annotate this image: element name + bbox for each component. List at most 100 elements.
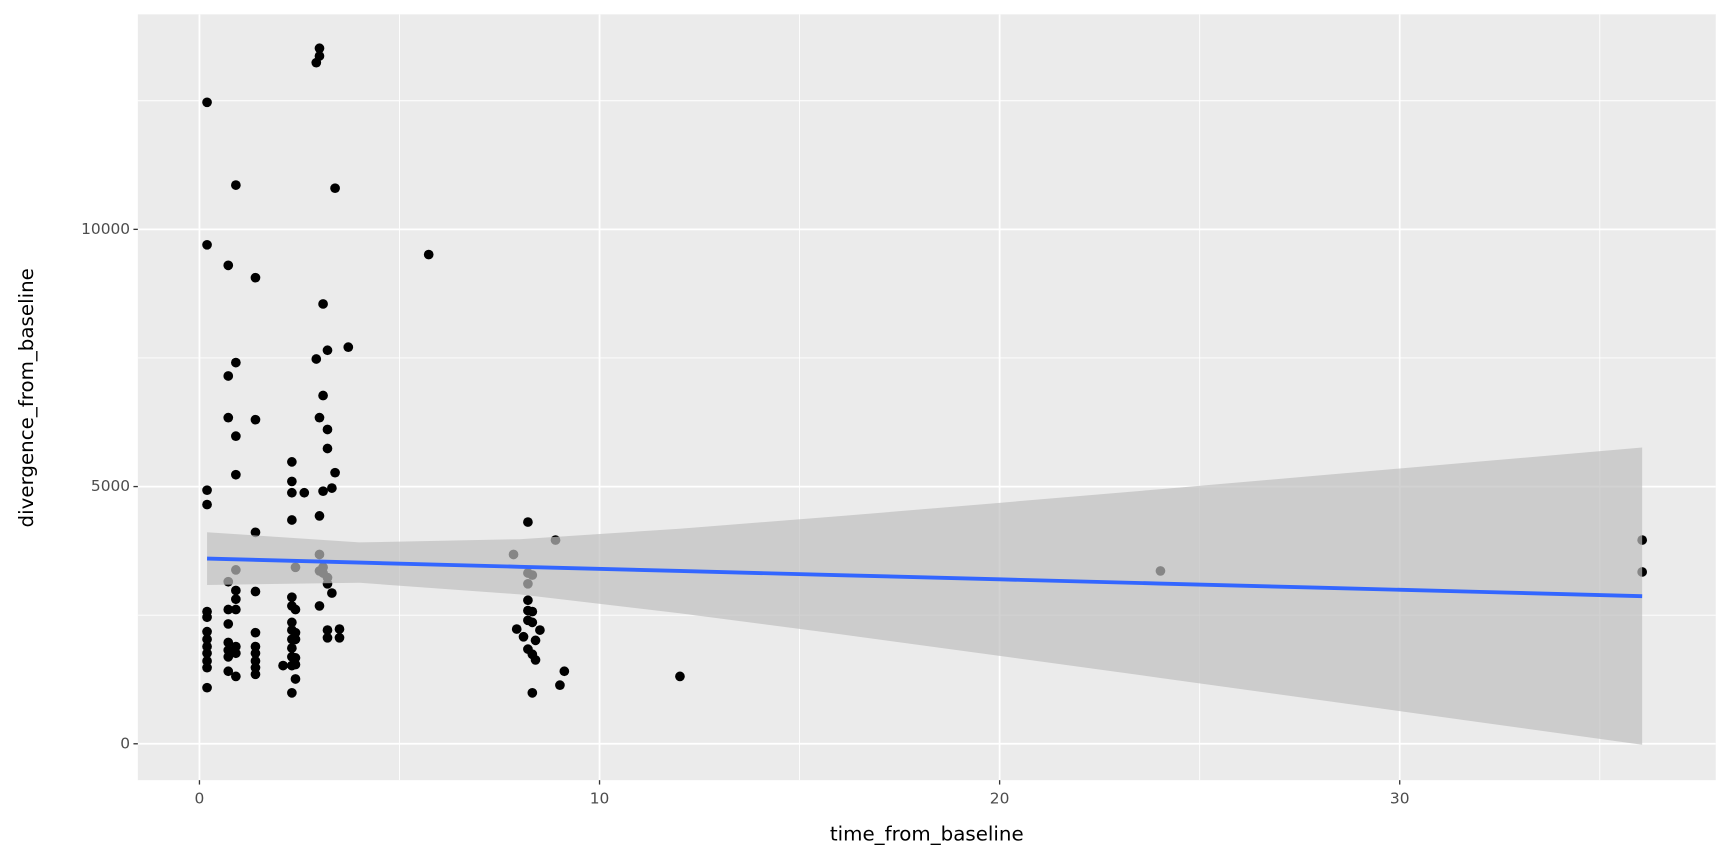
point	[299, 487, 310, 498]
point	[314, 601, 325, 611]
point	[231, 469, 241, 480]
point	[322, 625, 333, 635]
point	[202, 499, 212, 510]
point	[202, 682, 212, 693]
y-axis-title: divergence_from_baseline	[15, 268, 38, 527]
point	[334, 624, 345, 634]
point	[202, 239, 212, 250]
point	[287, 688, 297, 698]
point	[250, 662, 261, 673]
point	[343, 342, 354, 353]
point	[223, 645, 234, 656]
point	[223, 666, 234, 677]
point	[559, 666, 570, 677]
point	[555, 680, 565, 690]
point	[327, 483, 337, 493]
point	[202, 648, 212, 659]
point	[231, 671, 241, 682]
point	[318, 299, 328, 309]
point	[530, 635, 541, 646]
point	[223, 604, 234, 615]
point	[231, 594, 241, 605]
point	[423, 249, 434, 260]
point	[250, 586, 261, 597]
x-tick-label: 30	[1390, 789, 1410, 807]
point	[334, 632, 345, 643]
point	[287, 592, 297, 603]
point	[202, 634, 212, 645]
point	[223, 637, 234, 648]
point	[290, 659, 301, 670]
x-tick-label: 10	[590, 789, 610, 807]
point	[250, 527, 261, 538]
point	[231, 641, 241, 652]
point	[314, 412, 325, 423]
point	[287, 457, 297, 467]
point	[223, 260, 234, 271]
point	[250, 414, 261, 425]
point	[523, 517, 533, 527]
point	[511, 624, 522, 634]
point	[202, 485, 212, 496]
point	[231, 585, 241, 596]
point	[231, 357, 241, 368]
point	[278, 660, 288, 671]
point	[250, 669, 261, 680]
point	[535, 625, 545, 635]
point	[223, 619, 234, 629]
point	[675, 671, 685, 682]
point	[322, 632, 333, 643]
point	[527, 606, 538, 617]
point	[223, 651, 234, 662]
point	[314, 51, 325, 61]
point	[330, 467, 340, 478]
point	[527, 688, 538, 698]
point	[523, 595, 533, 606]
point	[287, 476, 297, 487]
point	[231, 431, 241, 442]
point	[290, 627, 301, 638]
point	[518, 631, 529, 642]
y-tick-label: 0	[120, 734, 130, 752]
point	[223, 371, 234, 381]
point	[202, 97, 212, 108]
point	[322, 345, 333, 356]
point	[250, 656, 261, 666]
x-tick-label: 0	[195, 789, 205, 807]
point	[231, 180, 241, 190]
point	[314, 43, 325, 54]
point	[287, 515, 297, 525]
point	[530, 655, 541, 665]
point	[290, 634, 301, 645]
x-tick-label: 20	[990, 789, 1010, 807]
point	[223, 412, 234, 423]
point	[202, 626, 212, 637]
point	[327, 588, 337, 598]
point	[231, 604, 241, 615]
y-tick-label: 10000	[81, 220, 130, 238]
point	[322, 424, 333, 435]
point	[250, 627, 261, 638]
x-axis-title: time_from_baseline	[830, 823, 1024, 846]
point	[290, 604, 301, 615]
point	[250, 641, 261, 652]
point	[250, 648, 261, 659]
point	[330, 183, 340, 194]
point	[231, 648, 241, 659]
confidence-ribbon	[207, 447, 1643, 745]
point	[311, 354, 322, 364]
point	[318, 390, 328, 401]
point	[202, 612, 212, 623]
point	[527, 617, 538, 628]
point	[250, 272, 261, 283]
point	[202, 641, 212, 652]
point	[202, 662, 212, 673]
point	[287, 617, 297, 628]
point	[322, 443, 333, 454]
fit-line	[207, 556, 1643, 599]
point	[314, 511, 325, 521]
point	[287, 643, 297, 653]
point	[318, 486, 328, 497]
y-tick-label: 5000	[91, 477, 130, 495]
